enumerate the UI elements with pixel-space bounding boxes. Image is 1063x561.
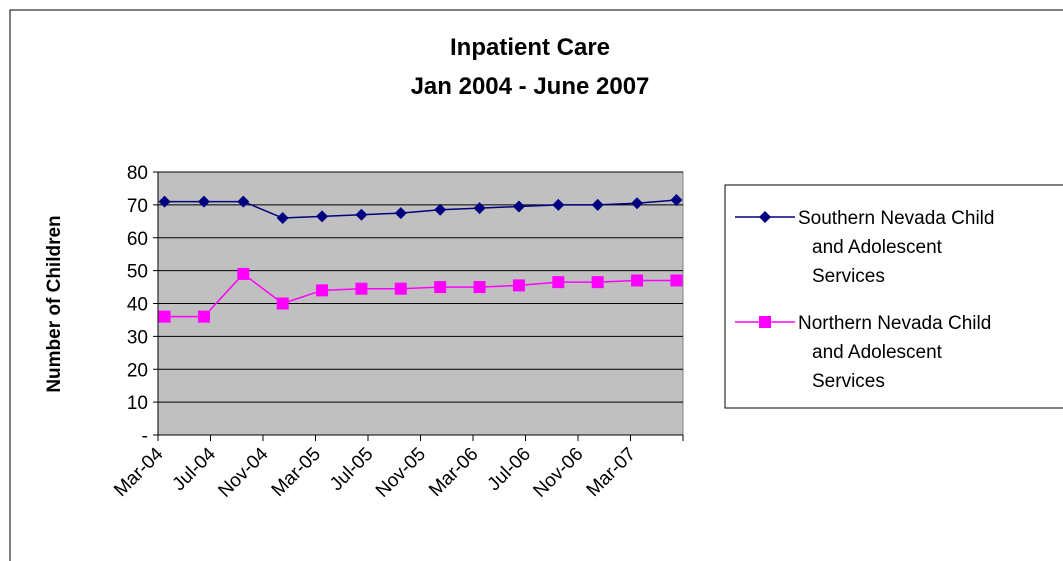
marker	[631, 274, 644, 287]
chart-subtitle: Jan 2004 - June 2007	[411, 73, 650, 100]
y-tick-label: 30	[127, 327, 148, 348]
y-tick-label: 80	[127, 163, 148, 184]
marker	[355, 208, 368, 221]
marker	[197, 310, 210, 323]
y-tick-label: 40	[127, 295, 148, 316]
marker	[552, 198, 565, 211]
marker	[591, 198, 604, 211]
legend-label: Southern Nevada Child and Adolescent Servi…	[798, 208, 994, 287]
marker	[237, 195, 250, 208]
chart-title: Inpatient Care	[450, 34, 610, 61]
series-line	[164, 199, 677, 219]
marker	[434, 203, 447, 216]
marker	[394, 207, 407, 220]
y-axis-title: Number of Children	[44, 215, 65, 392]
marker	[316, 210, 329, 223]
marker	[197, 195, 210, 208]
marker	[355, 282, 368, 295]
marker	[237, 267, 250, 280]
marker	[473, 281, 486, 294]
marker	[759, 211, 771, 223]
legend-label: Northern Nevada Child and Adolescent Servi…	[798, 313, 991, 392]
marker	[670, 193, 683, 206]
y-tick-label: 70	[127, 196, 148, 217]
legend-box	[724, 184, 1063, 409]
y-tick-label: 60	[127, 229, 148, 250]
marker	[552, 276, 565, 289]
marker	[670, 274, 683, 287]
marker	[158, 310, 171, 323]
marker	[759, 316, 771, 328]
marker	[512, 200, 525, 213]
marker	[316, 284, 329, 297]
marker	[473, 202, 486, 215]
y-tick-label: 10	[127, 393, 148, 414]
y-tick-label: 20	[127, 360, 148, 381]
y-tick-label: 50	[127, 262, 148, 283]
y-tick-label: -	[142, 426, 148, 447]
marker	[394, 282, 407, 295]
series-line	[164, 272, 677, 318]
marker	[158, 195, 171, 208]
marker	[631, 197, 644, 210]
marker	[276, 212, 289, 225]
marker	[512, 279, 525, 292]
marker	[434, 281, 447, 294]
marker	[276, 297, 289, 310]
marker	[591, 276, 604, 289]
